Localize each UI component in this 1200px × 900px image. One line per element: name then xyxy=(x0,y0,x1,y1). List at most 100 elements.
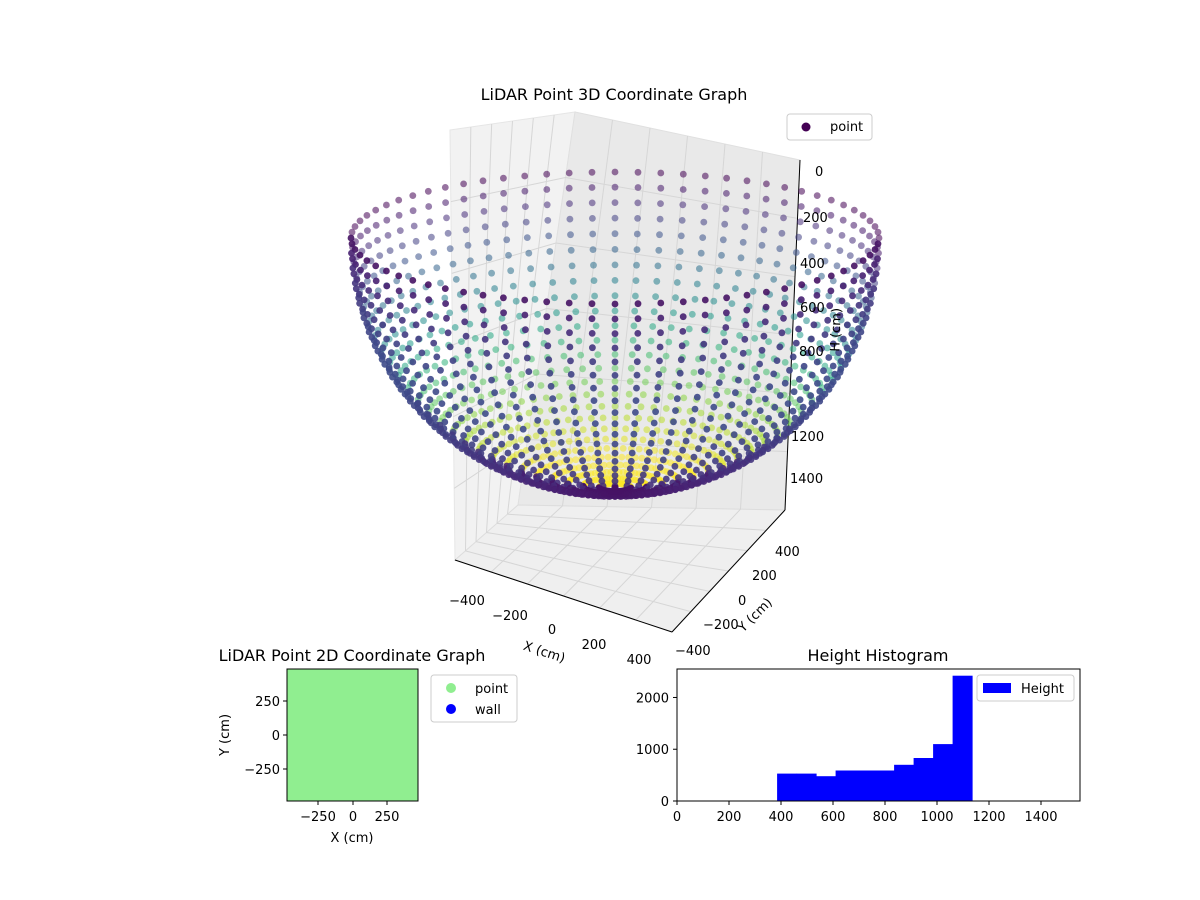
point-3d xyxy=(590,277,598,284)
point-3d xyxy=(427,375,434,383)
point-3d xyxy=(784,327,792,335)
point-3d xyxy=(477,393,485,401)
point-3d xyxy=(816,397,824,405)
point-area-fill xyxy=(287,669,418,801)
point-3d xyxy=(464,346,472,354)
point-3d xyxy=(838,232,846,239)
point-3d xyxy=(718,373,726,380)
point-3d xyxy=(850,221,858,229)
point-3d xyxy=(389,262,397,270)
point-3d xyxy=(572,447,579,454)
point-3d xyxy=(791,423,799,431)
point-3d xyxy=(587,414,595,422)
point-3d xyxy=(705,436,713,443)
point-3d xyxy=(606,461,613,469)
point-3d xyxy=(543,328,551,335)
point-3d xyxy=(639,391,647,399)
point-3d xyxy=(730,346,738,353)
point-3d xyxy=(866,266,873,274)
point-3d xyxy=(566,215,574,223)
point-3d xyxy=(446,343,454,351)
point-3d xyxy=(507,267,515,275)
point-3d xyxy=(426,311,434,318)
point-3d xyxy=(498,440,506,448)
point-3d xyxy=(753,272,760,280)
point-3d xyxy=(351,279,359,287)
point-3d xyxy=(590,261,597,269)
point-3d xyxy=(634,168,642,176)
point-3d xyxy=(543,170,551,178)
y-tick-labels-2d: 250 0 −250 xyxy=(244,695,280,778)
point-3d xyxy=(555,469,563,477)
point-3d xyxy=(532,453,540,461)
point-3d xyxy=(701,311,709,319)
point-3d xyxy=(467,360,474,368)
point-3d xyxy=(781,418,789,426)
point-3d xyxy=(776,343,784,351)
point-3d xyxy=(844,355,852,363)
x-tick-label: 0 xyxy=(349,810,357,825)
point-3d xyxy=(633,371,641,379)
point-3d xyxy=(599,414,607,422)
point-3d xyxy=(841,360,849,368)
point-3d xyxy=(617,461,624,469)
point-3d xyxy=(441,285,449,292)
point-3d xyxy=(732,285,739,292)
point-3d xyxy=(723,294,730,302)
point-3d xyxy=(829,362,837,370)
point-3d xyxy=(468,381,476,389)
point-3d xyxy=(859,272,866,279)
point-3d xyxy=(462,332,470,340)
point-3d xyxy=(662,352,670,360)
point-3d xyxy=(524,459,531,467)
point-3d xyxy=(825,354,833,361)
point-3d xyxy=(649,430,657,437)
point-3d xyxy=(611,449,619,457)
point-3d xyxy=(422,362,430,370)
point-3d xyxy=(656,357,663,365)
point-3d xyxy=(446,245,454,253)
point-3d xyxy=(426,396,434,404)
point-3d xyxy=(637,403,645,411)
y-tick-label: −200 xyxy=(703,618,739,633)
point-3d xyxy=(679,186,687,193)
point-3d xyxy=(405,272,412,280)
point-3d xyxy=(405,345,412,352)
point-3d xyxy=(449,260,457,268)
point-3d xyxy=(432,379,440,387)
point-3d xyxy=(409,292,417,299)
legend-label-point: point xyxy=(830,120,863,135)
x-tick-label: −200 xyxy=(492,609,528,624)
point-3d xyxy=(756,320,764,328)
point-3d xyxy=(685,325,693,333)
point-3d xyxy=(588,300,596,308)
point-3d xyxy=(364,272,371,279)
point-3d xyxy=(433,353,441,361)
point-3d xyxy=(638,454,646,462)
point-3d xyxy=(549,279,557,286)
point-3d xyxy=(699,435,707,443)
point-3d xyxy=(736,332,743,339)
point-3d xyxy=(591,292,598,300)
point-3d xyxy=(679,446,686,454)
point-3d xyxy=(796,218,804,226)
point-3d xyxy=(569,277,577,285)
point-3d xyxy=(843,344,851,352)
point-3d xyxy=(771,324,779,331)
point-3d xyxy=(432,313,440,320)
point-3d xyxy=(626,378,634,385)
point-3d xyxy=(857,328,865,336)
point-3d xyxy=(479,177,487,185)
x-tick-labels-2d: −250 0 250 xyxy=(300,810,399,825)
point-3d xyxy=(798,187,806,195)
point-3d xyxy=(840,201,847,209)
point-3d xyxy=(639,436,647,444)
point-3d xyxy=(667,429,675,436)
point-3d xyxy=(466,407,474,414)
point-3d xyxy=(542,394,550,402)
point-3d xyxy=(527,381,534,388)
point-3d xyxy=(611,261,619,269)
point-3d xyxy=(399,326,407,333)
point-3d xyxy=(840,267,847,275)
point-3d xyxy=(739,238,747,246)
